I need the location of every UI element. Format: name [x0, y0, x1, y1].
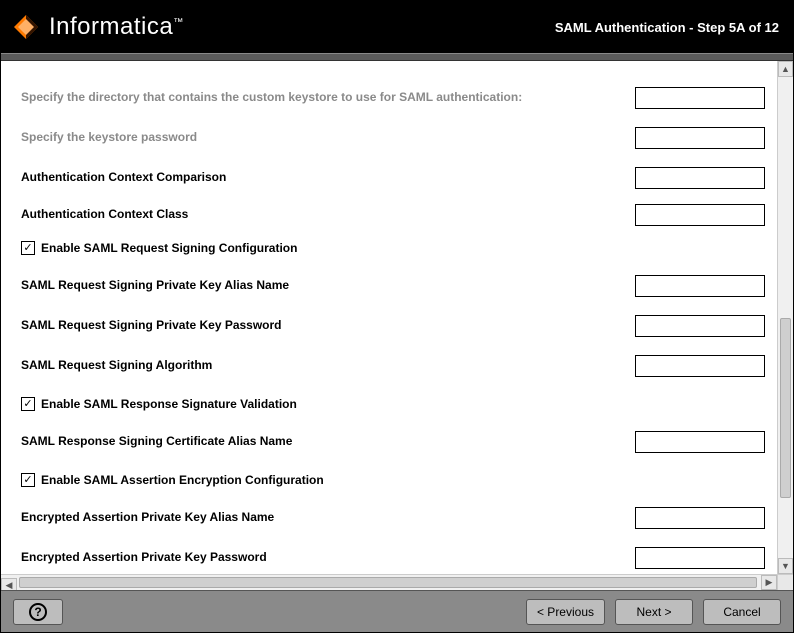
scroll-right-icon[interactable]: ▶ — [761, 575, 777, 590]
content-area: Specify the directory that contains the … — [1, 61, 793, 590]
form-area: Specify the directory that contains the … — [1, 61, 777, 574]
enc-key-pwd-label: Encrypted Assertion Private Key Password — [21, 550, 635, 566]
keystore-dir-label: Specify the directory that contains the … — [21, 90, 635, 106]
help-icon: ? — [29, 603, 47, 621]
keystore-pwd-label: Specify the keystore password — [21, 130, 635, 146]
cancel-button[interactable]: Cancel — [703, 599, 781, 625]
footer-bar: ? < Previous Next > Cancel — [1, 590, 793, 632]
auth-ctx-cmp-label: Authentication Context Comparison — [21, 170, 635, 186]
enable-resp-valid-label: Enable SAML Response Signature Validatio… — [41, 397, 297, 411]
vertical-scrollbar[interactable]: ▲ ▼ — [777, 61, 793, 574]
horizontal-scrollbar[interactable]: ◀ ▶ — [1, 574, 777, 590]
req-algo-label: SAML Request Signing Algorithm — [21, 358, 635, 374]
scroll-corner — [777, 574, 793, 590]
informatica-logo-icon — [11, 12, 41, 42]
enable-assert-enc-checkbox[interactable]: ✓ — [21, 473, 35, 487]
enable-req-signing-label: Enable SAML Request Signing Configuratio… — [41, 241, 297, 255]
nav-buttons: < Previous Next > Cancel — [526, 599, 781, 625]
header-divider — [1, 53, 793, 61]
keystore-dir-input[interactable] — [635, 87, 765, 109]
wizard-window: Informatica™ SAML Authentication - Step … — [0, 0, 794, 633]
enc-key-alias-label: Encrypted Assertion Private Key Alias Na… — [21, 510, 635, 526]
req-key-pwd-label: SAML Request Signing Private Key Passwor… — [21, 318, 635, 334]
enc-key-pwd-input[interactable] — [635, 547, 765, 569]
scroll-up-icon[interactable]: ▲ — [778, 61, 793, 77]
scroll-left-icon[interactable]: ◀ — [1, 578, 17, 590]
req-key-pwd-input[interactable] — [635, 315, 765, 337]
scroll-down-icon[interactable]: ▼ — [778, 558, 793, 574]
auth-ctx-class-input[interactable] — [635, 204, 765, 226]
enable-resp-valid-checkbox[interactable]: ✓ — [21, 397, 35, 411]
req-algo-input[interactable] — [635, 355, 765, 377]
auth-ctx-cmp-input[interactable] — [635, 167, 765, 189]
brand-text: Informatica — [49, 13, 173, 40]
vscroll-thumb[interactable] — [780, 318, 791, 498]
resp-cert-alias-label: SAML Response Signing Certificate Alias … — [21, 434, 635, 450]
enable-req-signing-checkbox[interactable]: ✓ — [21, 241, 35, 255]
brand-tm: ™ — [173, 17, 184, 28]
step-title: SAML Authentication - Step 5A of 12 — [555, 20, 779, 35]
next-button[interactable]: Next > — [615, 599, 693, 625]
keystore-pwd-input[interactable] — [635, 127, 765, 149]
enable-assert-enc-label: Enable SAML Assertion Encryption Configu… — [41, 473, 324, 487]
resp-cert-alias-input[interactable] — [635, 431, 765, 453]
hscroll-thumb[interactable] — [19, 577, 757, 588]
scroll-area: Specify the directory that contains the … — [1, 61, 793, 590]
req-key-alias-input[interactable] — [635, 275, 765, 297]
req-key-alias-label: SAML Request Signing Private Key Alias N… — [21, 278, 635, 294]
auth-ctx-class-label: Authentication Context Class — [21, 207, 635, 223]
help-button[interactable]: ? — [13, 599, 63, 625]
brand: Informatica™ — [11, 12, 184, 42]
brand-name: Informatica™ — [49, 13, 184, 41]
enc-key-alias-input[interactable] — [635, 507, 765, 529]
header-bar: Informatica™ SAML Authentication - Step … — [1, 1, 793, 53]
previous-button[interactable]: < Previous — [526, 599, 605, 625]
